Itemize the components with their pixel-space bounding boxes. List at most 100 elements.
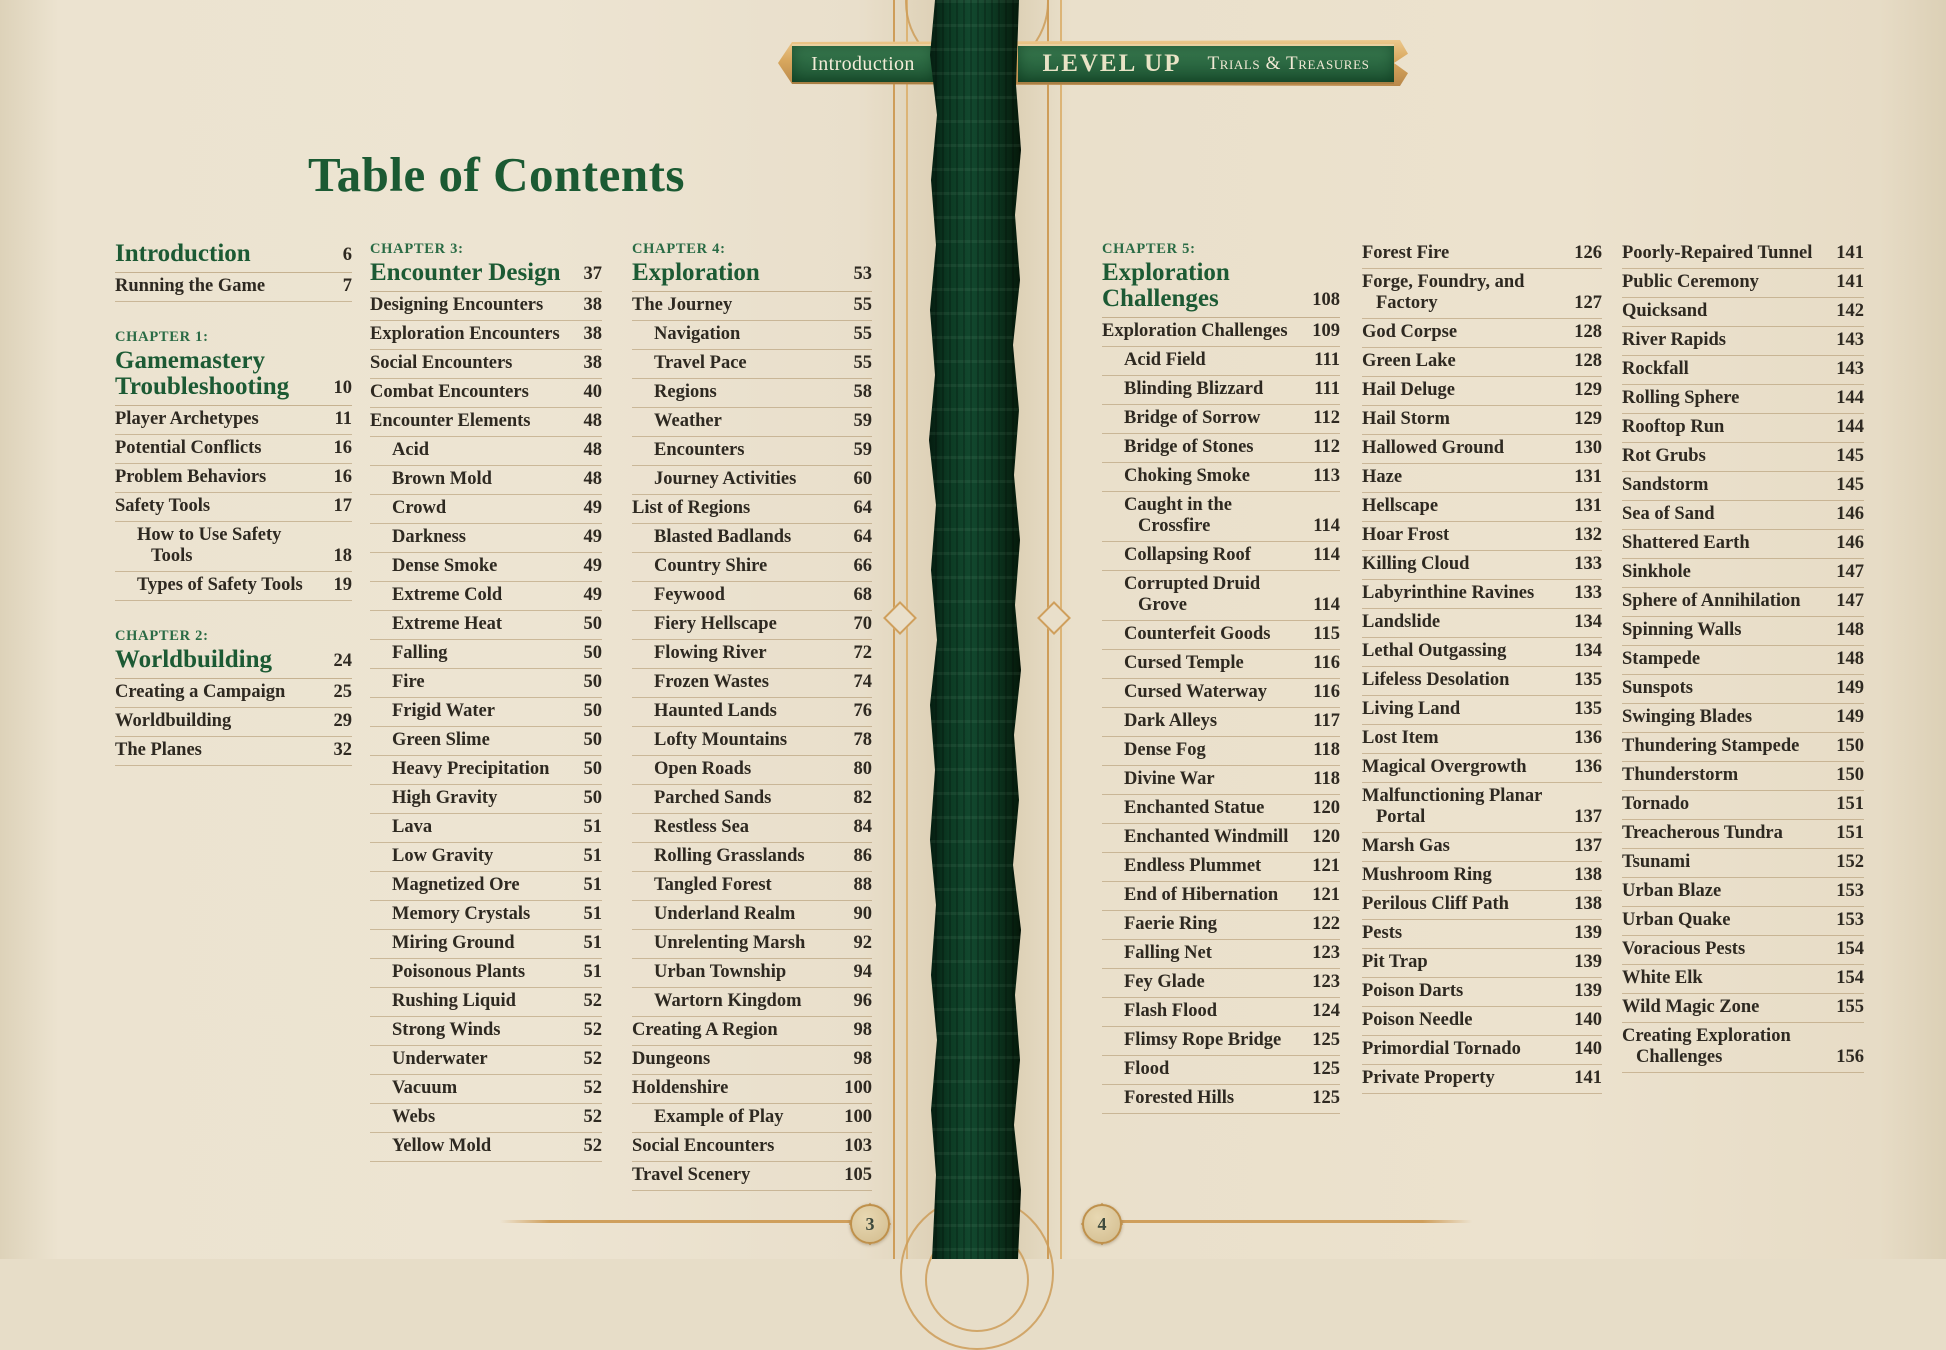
toc-entry-page-number: 78 — [853, 730, 873, 750]
heading-label: Gamemastery Troubleshooting — [115, 347, 290, 400]
toc-entry: Rockfall 143 — [1622, 356, 1864, 385]
toc-entry-page-number: 133 — [1574, 583, 1602, 603]
header-banner: Introduction LEVEL UP Trials & Treasures — [778, 28, 1408, 94]
toc-entry-page-number: 121 — [1312, 885, 1340, 905]
toc-entry-page-number: 149 — [1836, 707, 1864, 727]
toc-entry-label: Fey Glade — [1124, 972, 1205, 992]
toc-entry-label: Low Gravity — [392, 846, 494, 866]
toc-entry-page-number: 72 — [853, 643, 873, 663]
toc-entry-label: Hail Deluge — [1362, 380, 1456, 400]
toc-entry-page-number: 109 — [1312, 321, 1340, 341]
toc-entry-label: Bridge of Stones — [1124, 437, 1254, 457]
toc-entry: God Corpse 128 — [1362, 319, 1602, 348]
toc-entry-label: Running the Game — [115, 276, 266, 296]
toc-entry-page-number: 40 — [583, 382, 603, 402]
toc-entry-label: End of Hibernation — [1124, 885, 1279, 905]
toc-sub-entry: End of Hibernation 121 — [1102, 882, 1340, 911]
toc-entry-page-number: 111 — [1314, 379, 1340, 399]
toc-entry-page-number: 25 — [333, 682, 353, 702]
chapter-kicker: Chapter 3: — [370, 241, 464, 257]
toc-sub-entry: Miring Ground 51 — [370, 930, 602, 959]
toc-entry-label: The Planes — [115, 740, 202, 760]
heading-row: Introduction 6 — [115, 240, 352, 273]
toc-sub-entry: Frigid Water 50 — [370, 698, 602, 727]
toc-entry: Labyrinthine Ravines 133 — [1362, 580, 1602, 609]
toc-entry-page-number: 128 — [1574, 351, 1602, 371]
toc-entry: Designing Encounters 38 — [370, 292, 602, 321]
toc-entry: Wild Magic Zone 155 — [1622, 994, 1864, 1023]
toc-entry-page-number: 49 — [583, 498, 603, 518]
book-spine — [929, 0, 1021, 1259]
toc-sub-entry: Blinding Blizzard 111 — [1102, 376, 1340, 405]
toc-entry: Sunspots 149 — [1622, 675, 1864, 704]
toc-entry-page-number: 38 — [583, 295, 603, 315]
chapter-kicker: Chapter 5: — [1102, 241, 1196, 257]
toc-entry-label: Fiery Hellscape — [654, 614, 777, 634]
toc-entry-page-number: 52 — [583, 1049, 603, 1069]
toc-entry: Forge, Foundry, and Factory 127 — [1362, 269, 1602, 319]
toc-entry-page-number: 49 — [583, 527, 603, 547]
toc-sub-entry: Haunted Lands 76 — [632, 698, 872, 727]
toc-entry-page-number: 145 — [1836, 475, 1864, 495]
heading-page-number: 10 — [333, 378, 353, 398]
toc-entry-page-number: 11 — [334, 409, 352, 429]
toc-entry-label: Yellow Mold — [392, 1136, 492, 1156]
toc-entry-page-number: 82 — [853, 788, 873, 808]
toc-entry-page-number: 105 — [844, 1165, 872, 1185]
toc-entry-label: Counterfeit Goods — [1124, 624, 1271, 644]
toc-entry-label: Encounter Elements — [370, 411, 531, 431]
toc-entry-label: Worldbuilding — [115, 711, 232, 731]
toc-entry-page-number: 153 — [1836, 910, 1864, 930]
toc-entry: White Elk 154 — [1622, 965, 1864, 994]
toc-sub-entry: Open Roads 80 — [632, 756, 872, 785]
toc-entry-page-number: 137 — [1574, 807, 1602, 827]
heading-label: Exploration Challenges — [1102, 259, 1230, 312]
toc-entry-label: Webs — [392, 1107, 436, 1127]
chapter-heading: Chapter 2: Worldbuilding 24 — [115, 627, 352, 679]
toc-entry: Travel Scenery 105 — [632, 1162, 872, 1191]
toc-entry: Magical Overgrowth 136 — [1362, 754, 1602, 783]
toc-entry-page-number: 134 — [1574, 641, 1602, 661]
toc-entry-page-number: 51 — [583, 846, 603, 866]
toc-sub-entry: Parched Sands 82 — [632, 785, 872, 814]
toc-sub-entry: Bridge of Stones 112 — [1102, 434, 1340, 463]
toc-entry-label: Pit Trap — [1362, 952, 1428, 972]
toc-entry-label: Open Roads — [654, 759, 752, 779]
toc-sub-entry: Lofty Mountains 78 — [632, 727, 872, 756]
brand-logo-text: LEVEL UP — [1042, 50, 1182, 77]
toc-sub-entry: Magnetized Ore 51 — [370, 872, 602, 901]
toc-entry: Swinging Blades 149 — [1622, 704, 1864, 733]
toc-entry: Running the Game 7 — [115, 273, 352, 302]
toc-sub-entry: Collapsing Roof 114 — [1102, 542, 1340, 571]
toc-entry-label: Rockfall — [1622, 359, 1689, 379]
toc-entry-page-number: 59 — [853, 440, 873, 460]
heading-page-number: 37 — [583, 264, 603, 284]
toc-entry-label: Travel Pace — [654, 353, 747, 373]
toc-sub-entry: Memory Crystals 51 — [370, 901, 602, 930]
toc-entry: Exploration Challenges 109 — [1102, 318, 1340, 347]
toc-entry: Pests 139 — [1362, 920, 1602, 949]
toc-sub-entry: Faerie Ring 122 — [1102, 911, 1340, 940]
chapter-kicker: Chapter 1: — [115, 329, 209, 345]
toc-entry-label: Endless Plummet — [1124, 856, 1262, 876]
toc-entry-label: Urban Quake — [1622, 910, 1731, 930]
toc-entry-label: Exploration Challenges — [1102, 321, 1288, 341]
heading-label: Worldbuilding — [115, 646, 273, 673]
toc-entry-label: Corrupted Druid Grove — [1124, 574, 1261, 615]
toc-entry-label: Unrelenting Marsh — [654, 933, 806, 953]
toc-entry-page-number: 125 — [1312, 1059, 1340, 1079]
toc-entry-label: Stampede — [1622, 649, 1701, 669]
toc-entry-page-number: 103 — [844, 1136, 872, 1156]
toc-sub-entry: Vacuum 52 — [370, 1075, 602, 1104]
toc-entry-label: Combat Encounters — [370, 382, 529, 402]
toc-entry-label: Rolling Sphere — [1622, 388, 1740, 408]
toc-entry: Creating Exploration Challenges 156 — [1622, 1023, 1864, 1073]
toc-entry: Hail Deluge 129 — [1362, 377, 1602, 406]
toc-entry-page-number: 143 — [1836, 359, 1864, 379]
toc-entry-label: Creating A Region — [632, 1020, 778, 1040]
toc-entry-label: Falling Net — [1124, 943, 1212, 963]
heading-page-number: 6 — [342, 245, 352, 265]
toc-entry-page-number: 141 — [1836, 243, 1864, 263]
toc-entry-label: Public Ceremony — [1622, 272, 1759, 292]
